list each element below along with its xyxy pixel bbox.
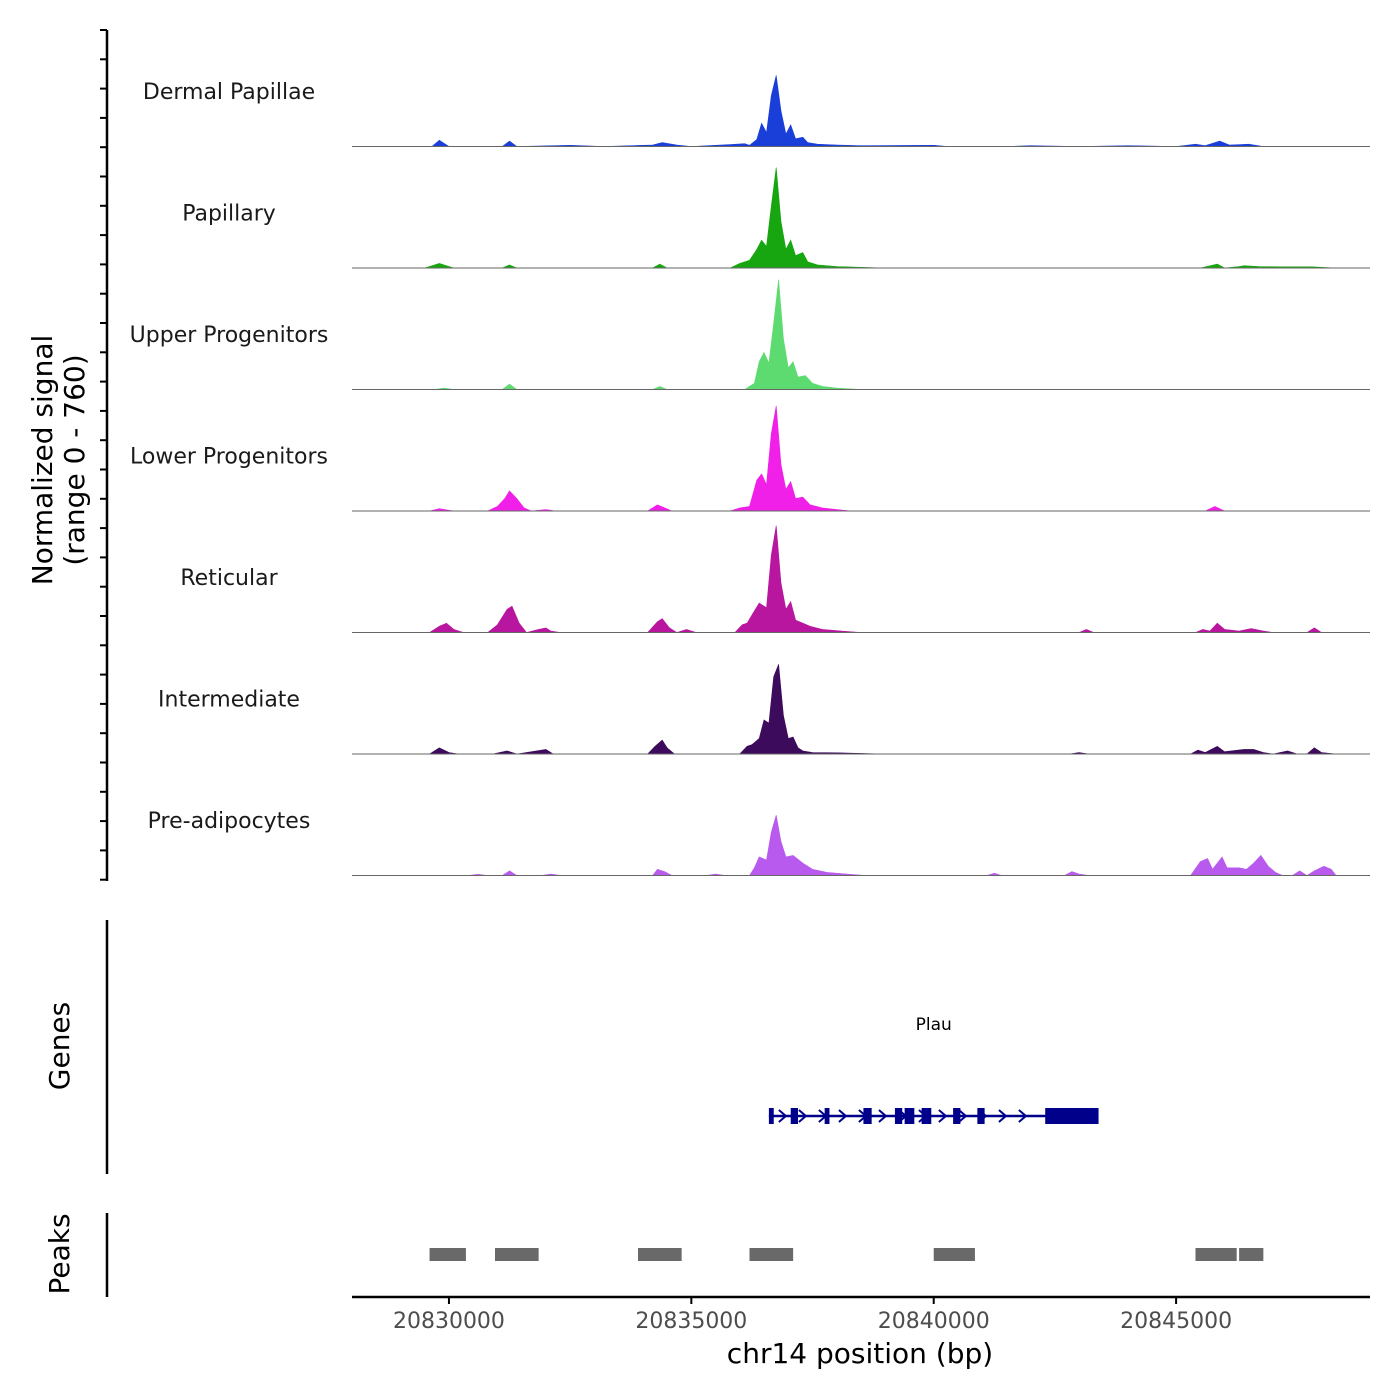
track-label: Dermal Papillae bbox=[143, 80, 315, 105]
peak-panel bbox=[105, 1213, 1264, 1297]
strand-arrow bbox=[798, 1109, 808, 1123]
gene-exon bbox=[926, 1108, 932, 1124]
gene-exon bbox=[894, 1108, 903, 1124]
signal-y-axis-range: (range 0 - 760) bbox=[58, 354, 91, 565]
signal-y-axis bbox=[100, 29, 109, 881]
peak-bar bbox=[1239, 1248, 1264, 1261]
signal-area-lower-progenitors bbox=[352, 405, 1370, 512]
x-axis-title: chr14 position (bp) bbox=[727, 1337, 993, 1370]
gene-name: Plau bbox=[916, 1015, 952, 1035]
peak-bar bbox=[495, 1248, 539, 1261]
signal-area-pre-adipocytes bbox=[352, 815, 1370, 876]
track-label: Reticular bbox=[180, 566, 278, 591]
track-label: Lower Progenitors bbox=[130, 445, 328, 470]
track-label: Pre-adipocytes bbox=[148, 809, 311, 834]
signal-panel: Dermal Papillae Papillary Upper Progenitor… bbox=[130, 75, 1370, 876]
peak-bar bbox=[749, 1248, 794, 1261]
gene-exon bbox=[977, 1108, 985, 1124]
track-label: Intermediate bbox=[158, 688, 300, 713]
gene-panel: Plau bbox=[105, 920, 1099, 1174]
gene-exon bbox=[863, 1108, 872, 1124]
signal-y-axis-title: Normalized signal bbox=[26, 335, 59, 586]
genes-axis-title: Genes bbox=[43, 1002, 76, 1090]
gene-exon bbox=[953, 1108, 961, 1124]
signal-area-dermal-papillae bbox=[352, 75, 1370, 147]
signal-area-intermediate bbox=[352, 664, 1370, 755]
signal-area-reticular bbox=[352, 525, 1370, 633]
x-axis: 20830000 20835000 20840000 20845000 bbox=[352, 1295, 1370, 1334]
signal-area-papillary bbox=[352, 167, 1370, 269]
strand-arrow bbox=[878, 1109, 888, 1123]
strand-arrow bbox=[778, 1109, 788, 1123]
gene-exon bbox=[768, 1108, 774, 1124]
strand-arrow bbox=[1018, 1109, 1028, 1123]
x-tick-label: 20840000 bbox=[878, 1309, 990, 1334]
peak-bar bbox=[429, 1248, 466, 1261]
peaks-axis-title: Peaks bbox=[43, 1213, 76, 1294]
track-label: Upper Progenitors bbox=[130, 323, 329, 348]
gene-exon bbox=[904, 1108, 915, 1124]
signal-area-upper-progenitors bbox=[352, 279, 1370, 390]
peak-bar bbox=[1195, 1248, 1237, 1261]
gene-exon bbox=[824, 1108, 830, 1124]
peak-bar bbox=[638, 1248, 682, 1261]
peak-bar bbox=[933, 1248, 975, 1261]
strand-arrow bbox=[958, 1109, 968, 1123]
strand-arrow bbox=[998, 1109, 1008, 1123]
x-tick-label: 20830000 bbox=[393, 1309, 505, 1334]
strand-arrow bbox=[938, 1109, 948, 1123]
track-label: Papillary bbox=[182, 202, 276, 227]
strand-arrow bbox=[838, 1109, 848, 1123]
gene-exon bbox=[921, 1108, 927, 1124]
gene-exon bbox=[790, 1108, 798, 1124]
x-tick-label: 20845000 bbox=[1120, 1309, 1232, 1334]
x-tick-label: 20835000 bbox=[635, 1309, 747, 1334]
gene-exon bbox=[1045, 1108, 1099, 1124]
